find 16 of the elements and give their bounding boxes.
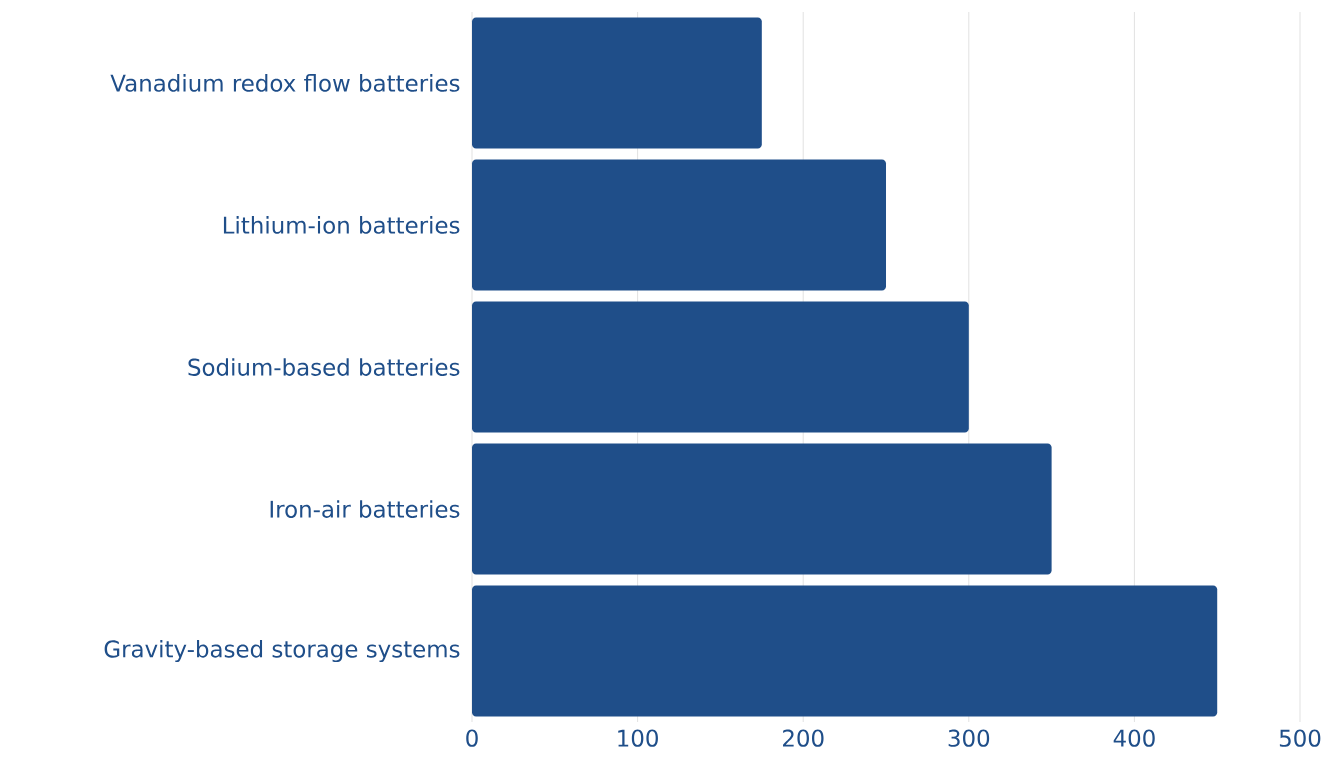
bar <box>472 443 1052 575</box>
y-tick-label: Gravity-based storage systems <box>104 639 460 663</box>
x-tick-label: 0 <box>466 729 478 747</box>
y-tick-label: Vanadium redox flow batteries <box>110 74 460 92</box>
x-tick-label: 300 <box>948 729 990 747</box>
bar <box>472 585 1218 717</box>
y-tick-label: Iron-air batteries <box>270 500 460 518</box>
y-tick-label: Lithium-ion batteries <box>223 216 460 234</box>
bar <box>472 159 886 291</box>
x-tick-label: 100 <box>618 729 658 747</box>
bar <box>472 17 762 149</box>
y-tick-label: Sodium-based batteries <box>188 358 460 376</box>
bar <box>472 301 969 433</box>
x-tick-label: 500 <box>1279 729 1321 747</box>
x-tick-label: 200 <box>783 729 824 747</box>
x-tick-label: 400 <box>1113 729 1155 747</box>
